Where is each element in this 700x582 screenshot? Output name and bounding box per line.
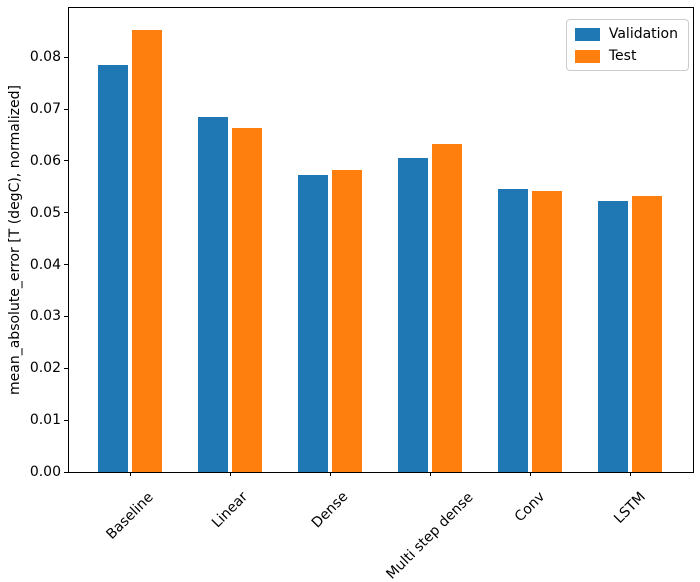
x-tick-label: Baseline (103, 488, 157, 543)
x-tick-label: LSTM (611, 488, 649, 527)
x-tick-label: Linear (208, 489, 252, 532)
legend-label-validation: Validation (608, 26, 678, 42)
bar-validation-baseline (98, 65, 128, 472)
legend-label-test: Test (608, 48, 637, 64)
y-tick-label: 0.06 (29, 152, 61, 169)
x-tick-mark (130, 472, 131, 476)
bar-validation-dense (298, 175, 328, 472)
bar-test-linear (232, 128, 262, 472)
y-tick-mark (64, 264, 68, 266)
y-tick-mark (64, 108, 68, 110)
y-tick-label: 0.00 (29, 464, 61, 480)
bar-validation-multi-step-dense (398, 158, 428, 472)
y-tick-label: 0.05 (29, 204, 61, 221)
y-tick-label: 0.01 (29, 412, 61, 429)
bar-test-dense (332, 169, 362, 472)
y-tick-label: 0.04 (29, 256, 61, 273)
legend-swatch-validation-icon (574, 27, 600, 41)
legend-item-validation: Validation (574, 26, 678, 42)
y-tick-mark (64, 419, 68, 421)
plot-area: Validation Test (68, 7, 694, 473)
y-tick-mark (64, 160, 68, 162)
y-axis-label: mean_absolute_error [T (degC), normalize… (7, 85, 23, 395)
legend: Validation Test (565, 19, 689, 71)
y-tick-mark (64, 315, 68, 317)
y-tick-label: 0.08 (29, 49, 61, 66)
y-tick-label: 0.07 (29, 101, 61, 118)
bar-test-multi-step-dense (432, 144, 462, 472)
bar-validation-lstm (598, 200, 628, 472)
bar-validation-conv (498, 189, 528, 472)
bar-test-baseline (132, 30, 162, 472)
x-tick-mark (430, 472, 431, 476)
y-tick-mark (64, 56, 68, 58)
x-tick-label: Dense (308, 488, 352, 532)
y-tick-mark (64, 367, 68, 369)
x-tick-mark (630, 472, 631, 476)
legend-item-test: Test (574, 48, 678, 64)
y-tick-label: 0.02 (29, 360, 61, 377)
x-tick-mark (230, 472, 231, 476)
x-tick-label: Multi step dense (383, 489, 477, 582)
bar-test-lstm (632, 195, 662, 472)
bar-test-conv (532, 190, 562, 472)
bar-validation-linear (198, 116, 228, 472)
y-tick-mark (64, 471, 68, 473)
x-tick-mark (330, 472, 331, 476)
y-tick-label: 0.03 (29, 308, 61, 325)
y-tick-mark (64, 212, 68, 214)
x-tick-label: Conv (511, 489, 549, 526)
legend-swatch-test-icon (574, 49, 600, 63)
x-tick-mark (530, 472, 531, 476)
